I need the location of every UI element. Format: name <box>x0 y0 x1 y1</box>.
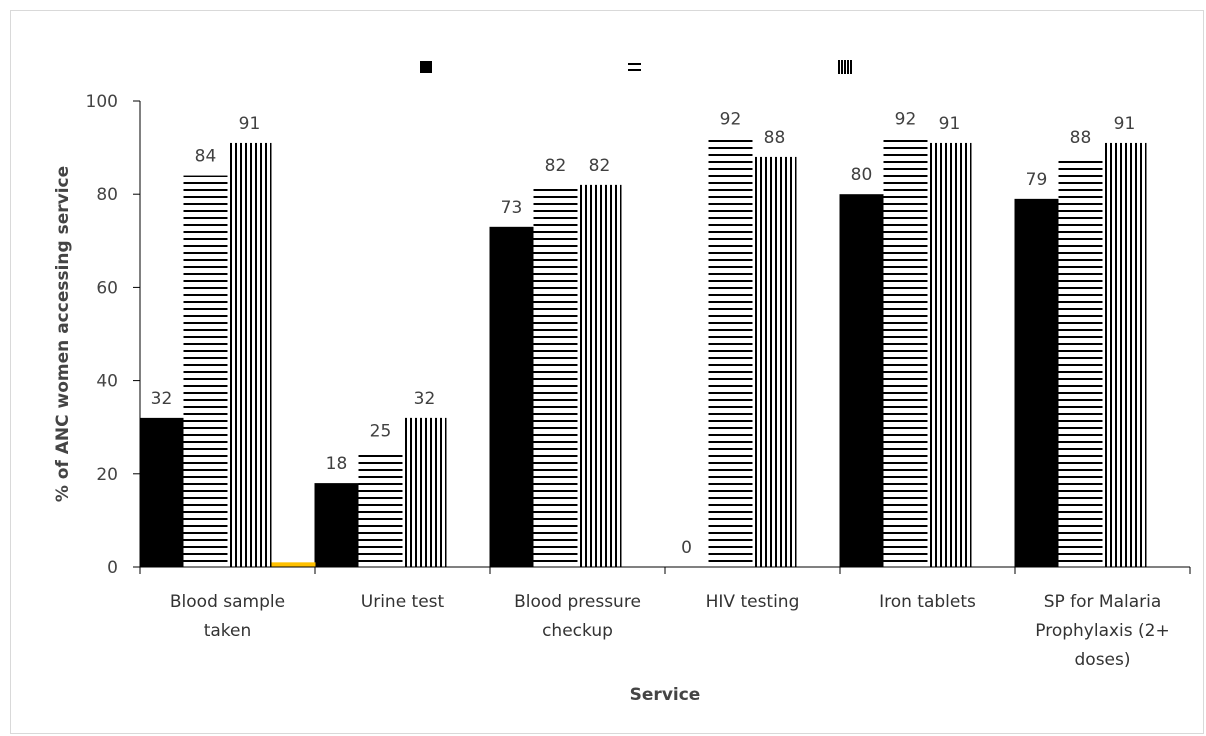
x-category-label: Blood pressure checkup <box>514 592 641 641</box>
bar <box>1058 156 1103 568</box>
y-tick-label: 100 <box>86 92 118 112</box>
data-label: 73 <box>501 198 523 218</box>
legend-marker-vertical <box>847 60 849 74</box>
legend-marker-horizontal <box>628 63 641 65</box>
legend-marker-vertical <box>841 60 843 74</box>
data-label: 91 <box>939 114 961 134</box>
y-tick-label: 40 <box>96 372 118 392</box>
bar <box>708 138 753 567</box>
chart-frame <box>10 10 1204 734</box>
data-label: 25 <box>370 422 392 442</box>
bar <box>271 562 316 567</box>
legend-marker-vertical <box>844 60 846 74</box>
bar <box>402 417 447 567</box>
y-axis: 0 20 40 60 80 100 <box>86 92 141 578</box>
legend-marker-vertical <box>850 60 852 74</box>
y-tick-label: 80 <box>96 185 118 205</box>
data-label: 32 <box>151 389 173 409</box>
bar <box>927 142 972 567</box>
data-label: 80 <box>851 165 873 185</box>
y-tick-label: 20 <box>96 465 118 485</box>
x-category-label: Iron tablets <box>879 592 976 612</box>
bar <box>139 417 184 567</box>
x-axis-title: Service <box>630 685 701 705</box>
data-label: 91 <box>1114 114 1136 134</box>
bar <box>183 175 228 567</box>
y-tick-label: 60 <box>96 278 118 298</box>
bar <box>752 156 797 568</box>
bar <box>1102 142 1147 567</box>
data-label: 18 <box>326 454 348 474</box>
y-tick-label: 0 <box>107 558 118 578</box>
data-label: 88 <box>1070 128 1092 148</box>
data-label: 82 <box>589 156 611 176</box>
bars: 32 18 73 0 80 79 84 25 82 92 92 88 91 32 82 88 91 91 <box>139 109 1147 568</box>
x-category-label: Urine test <box>361 592 445 612</box>
bar <box>314 483 359 567</box>
data-label: 88 <box>764 128 786 148</box>
bar <box>577 184 622 567</box>
legend-marker-solid <box>420 61 432 73</box>
data-label: 32 <box>414 389 436 409</box>
data-label: 84 <box>195 147 217 167</box>
bar <box>533 184 578 567</box>
data-label: 92 <box>895 109 917 129</box>
x-category-label: HIV testing <box>706 592 800 612</box>
bar <box>227 142 272 567</box>
x-axis: Blood sample taken Urine test Blood pressur… <box>139 566 1191 670</box>
data-label: 79 <box>1026 170 1048 190</box>
x-category-label: SP for Malaria Prophylaxis (2+ doses) <box>1035 592 1169 670</box>
bar <box>883 138 928 567</box>
data-label: 82 <box>545 156 567 176</box>
bar <box>489 226 534 567</box>
legend-marker-vertical <box>838 60 840 74</box>
x-category-label: Blood sample taken <box>170 592 285 641</box>
legend <box>420 60 852 74</box>
y-axis-title: % of ANC women accessing service <box>53 166 73 502</box>
data-label: 91 <box>239 114 261 134</box>
bar <box>358 450 403 567</box>
data-label: 0 <box>681 538 692 558</box>
bar <box>1014 198 1059 568</box>
data-label: 92 <box>720 109 742 129</box>
legend-marker-horizontal-2 <box>628 69 641 71</box>
bar <box>839 194 884 567</box>
